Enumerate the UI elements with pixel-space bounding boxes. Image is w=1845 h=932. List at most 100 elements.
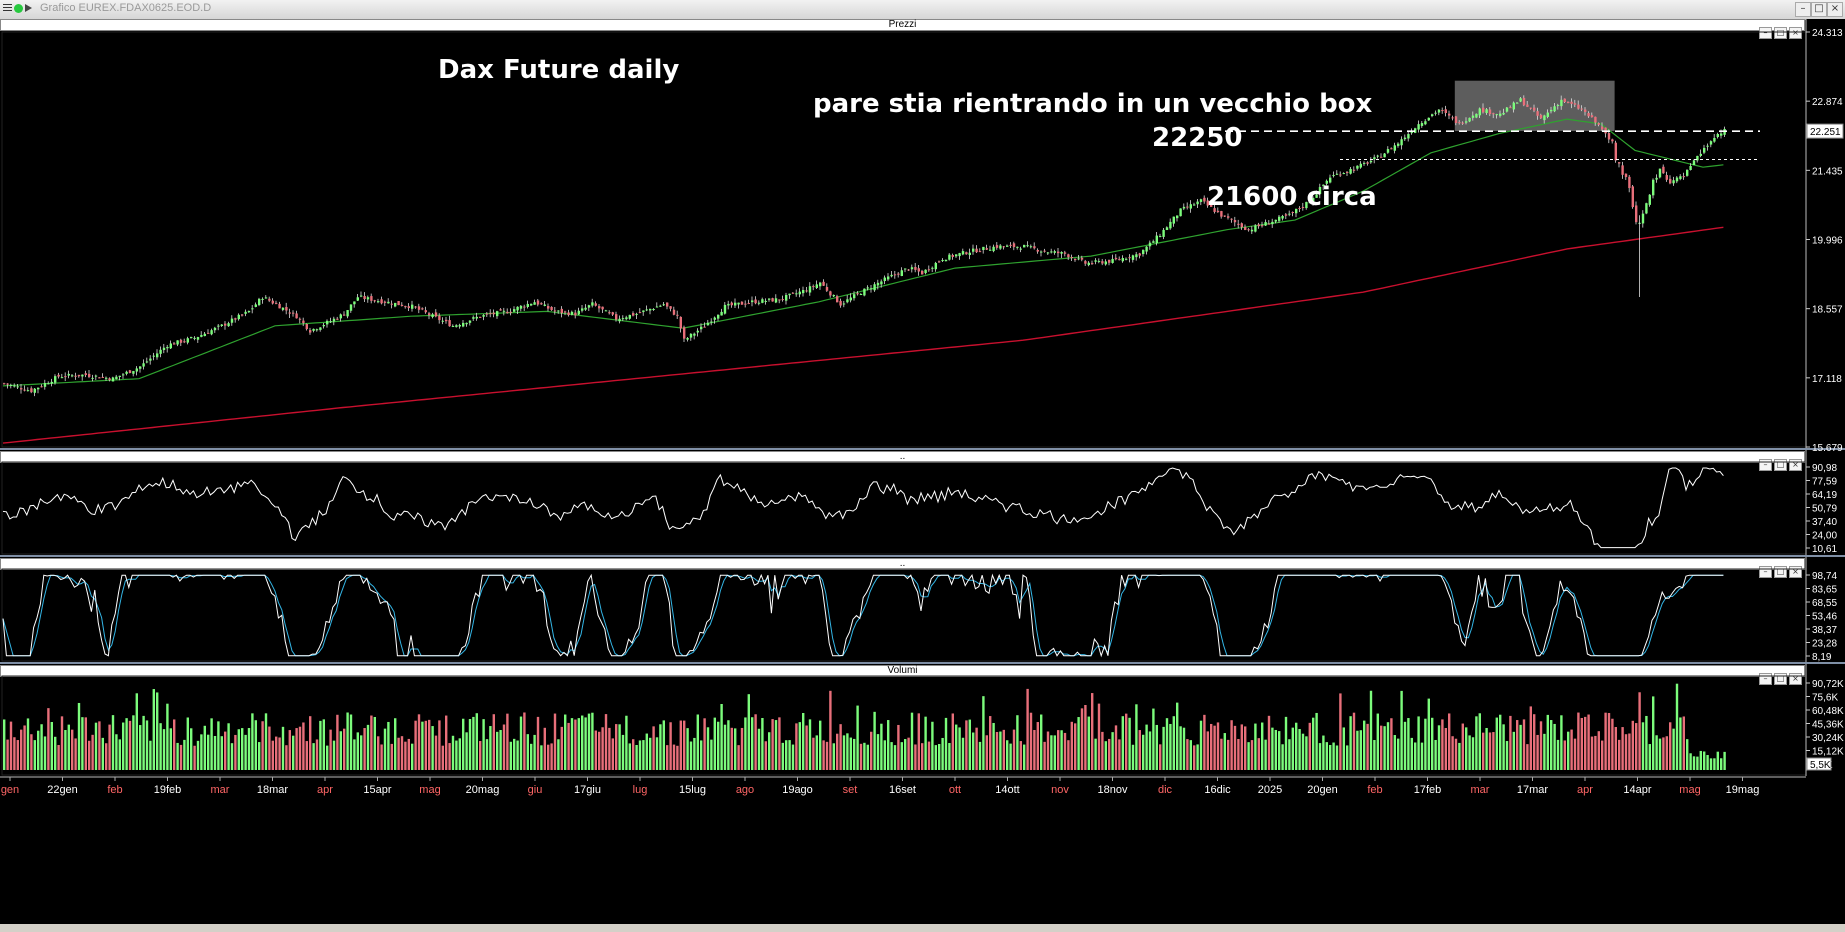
candle-body xyxy=(1512,102,1515,110)
candle-body xyxy=(91,377,94,379)
volume-bar xyxy=(842,735,846,770)
candle-body xyxy=(268,298,271,301)
candle-body xyxy=(832,294,835,297)
volume-bar xyxy=(1369,690,1373,770)
volume-bar xyxy=(1182,727,1186,770)
candle-body xyxy=(125,371,128,374)
x-tick-label: 14ott xyxy=(995,784,1019,796)
candle-body xyxy=(190,337,193,339)
volume-bar xyxy=(856,705,859,770)
volume-bar xyxy=(1397,738,1400,770)
candle-body xyxy=(557,310,560,312)
volume-bar xyxy=(1288,739,1291,770)
volume-bar xyxy=(271,740,274,770)
candle-body xyxy=(502,310,506,312)
volume-bar xyxy=(1220,738,1223,770)
volume-bar xyxy=(281,726,285,770)
candle-body xyxy=(679,316,682,329)
volume-bar xyxy=(662,720,665,770)
candle-body xyxy=(54,376,57,383)
candle-body xyxy=(1244,227,1247,230)
volume-bar xyxy=(829,690,832,770)
minimize-button[interactable]: – xyxy=(1795,2,1811,17)
candle-body xyxy=(1227,216,1230,218)
volume-bar xyxy=(400,736,404,770)
volume-bar xyxy=(1080,708,1084,770)
volume-bar xyxy=(1621,727,1624,770)
volume-bar xyxy=(693,737,696,770)
candle-body xyxy=(948,254,951,260)
volume-bar xyxy=(224,731,227,770)
volume-bar xyxy=(768,732,771,770)
menu-icon[interactable] xyxy=(3,4,12,13)
volume-bar xyxy=(485,739,489,770)
volume-bar xyxy=(771,719,774,770)
candle-body xyxy=(1135,254,1138,258)
candle-body xyxy=(1597,123,1600,125)
candle-body xyxy=(870,288,873,290)
volume-bar xyxy=(173,719,176,770)
candle-body xyxy=(1023,244,1026,248)
volume-bar xyxy=(237,729,240,770)
candle-body xyxy=(730,302,733,306)
candle-body xyxy=(237,314,240,320)
volume-bar xyxy=(1424,718,1427,770)
candle-body xyxy=(1257,224,1260,227)
candle-body xyxy=(339,314,342,319)
volume-bar xyxy=(1567,731,1570,770)
volume-bar xyxy=(591,712,594,770)
candle-body xyxy=(1080,257,1084,260)
candle-body xyxy=(1046,252,1050,254)
candle-body xyxy=(815,284,818,288)
candle-body xyxy=(1131,255,1135,260)
volume-bar xyxy=(1254,723,1257,770)
volume-tick-label: 90,72K xyxy=(1812,679,1844,690)
candle-body xyxy=(577,310,580,315)
candle-body xyxy=(659,305,662,307)
candle-body xyxy=(247,310,251,313)
volume-bar xyxy=(652,726,655,770)
candle-body xyxy=(829,291,832,296)
volume-bar xyxy=(1084,705,1087,770)
candle-body xyxy=(366,297,370,300)
volume-bar xyxy=(292,735,295,770)
candle-body xyxy=(1539,114,1543,119)
volume-bar xyxy=(179,744,183,770)
candle-body xyxy=(1040,251,1043,253)
candle-body xyxy=(917,268,920,272)
volume-bar xyxy=(1543,733,1546,770)
candle-body xyxy=(50,381,53,384)
candle-body xyxy=(669,306,672,309)
volume-bar xyxy=(1403,721,1407,770)
volume-bar xyxy=(261,721,264,770)
candle-body xyxy=(999,245,1002,249)
candle-body xyxy=(1002,246,1005,248)
volume-bar xyxy=(370,715,373,770)
volume-bar xyxy=(1108,738,1111,770)
candle-body xyxy=(251,308,254,310)
volume-bar xyxy=(506,713,509,770)
x-tick-label: apr xyxy=(1577,784,1593,796)
volume-bar xyxy=(1261,722,1264,770)
candle-body xyxy=(757,302,761,304)
candle-body xyxy=(696,330,699,333)
close-button[interactable]: × xyxy=(1827,2,1843,17)
volume-bar xyxy=(577,718,580,770)
volume-bar xyxy=(356,732,359,770)
maximize-button[interactable]: □ xyxy=(1811,2,1827,17)
candle-body xyxy=(1057,251,1060,254)
candle-body xyxy=(1247,229,1250,231)
volume-bar xyxy=(1121,716,1124,770)
volume-bar xyxy=(88,740,91,770)
candle-body xyxy=(567,312,570,316)
volume-bar xyxy=(1186,739,1189,770)
candle-body xyxy=(132,371,135,374)
candle-body xyxy=(1393,145,1396,151)
volume-bar xyxy=(1091,693,1094,770)
candle-body xyxy=(982,246,985,250)
candle-body xyxy=(1237,223,1240,225)
play-icon[interactable] xyxy=(25,4,32,12)
volume-bar xyxy=(431,726,434,770)
candle-body xyxy=(608,312,611,314)
